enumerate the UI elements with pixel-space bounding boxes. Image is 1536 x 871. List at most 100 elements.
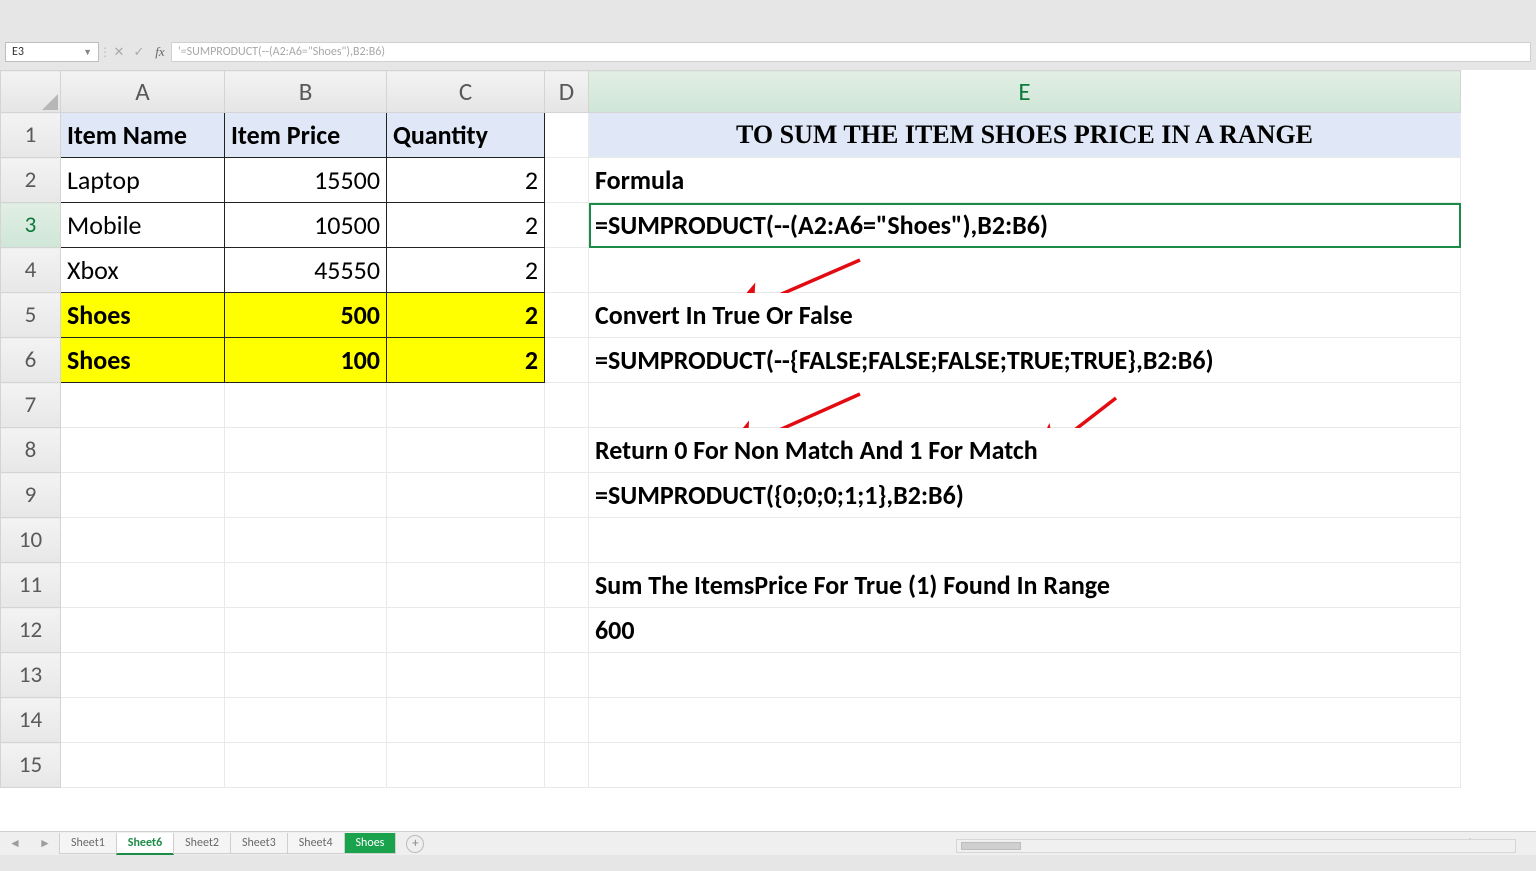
cell-B9[interactable]	[225, 473, 387, 518]
cell-A3[interactable]: Mobile	[61, 203, 225, 248]
cell-E6[interactable]: =SUMPRODUCT(--{FALSE;FALSE;FALSE;TRUE;TR…	[589, 338, 1461, 383]
cell-A12[interactable]	[61, 608, 225, 653]
cell-B5[interactable]: 500	[225, 293, 387, 338]
cell-C4[interactable]: 2	[387, 248, 545, 293]
cell-E11[interactable]: Sum The ItemsPrice For True (1) Found In…	[589, 563, 1461, 608]
new-sheet-icon[interactable]: +	[406, 835, 424, 853]
cell-C1[interactable]: Quantity	[387, 113, 545, 158]
fx-icon[interactable]: fx	[149, 44, 171, 60]
row-header-13[interactable]: 13	[1, 653, 61, 698]
cell-D13[interactable]	[545, 653, 589, 698]
cell-B7[interactable]	[225, 383, 387, 428]
cell-B11[interactable]	[225, 563, 387, 608]
cell-E2[interactable]: Formula	[589, 158, 1461, 203]
name-box-dropdown-icon[interactable]: ▼	[83, 47, 92, 58]
cell-B6[interactable]: 100	[225, 338, 387, 383]
cell-A5[interactable]: Shoes	[61, 293, 225, 338]
cell-C9[interactable]	[387, 473, 545, 518]
cell-D11[interactable]	[545, 563, 589, 608]
cell-E8[interactable]: Return 0 For Non Match And 1 For Match	[589, 428, 1461, 473]
cell-E12[interactable]: 600	[589, 608, 1461, 653]
cell-A11[interactable]	[61, 563, 225, 608]
cell-E3[interactable]: =SUMPRODUCT(--(A2:A6="Shoes"),B2:B6)	[589, 203, 1461, 248]
cell-D9[interactable]	[545, 473, 589, 518]
hscroll-thumb[interactable]	[961, 842, 1021, 850]
tab-sheet3[interactable]: Sheet3	[230, 833, 288, 854]
cell-C14[interactable]	[387, 698, 545, 743]
row-header-4[interactable]: 4	[1, 248, 61, 293]
cell-C7[interactable]	[387, 383, 545, 428]
tab-nav-next-icon[interactable]: ►	[39, 836, 51, 851]
cell-A7[interactable]	[61, 383, 225, 428]
horizontal-scrollbar[interactable]	[956, 839, 1516, 853]
cell-A14[interactable]	[61, 698, 225, 743]
cell-A8[interactable]	[61, 428, 225, 473]
cell-E5[interactable]: Convert In True Or False	[589, 293, 1461, 338]
cell-B15[interactable]	[225, 743, 387, 788]
tab-sheet2[interactable]: Sheet2	[173, 833, 231, 854]
tab-sheet1[interactable]: Sheet1	[59, 833, 117, 854]
cell-D10[interactable]	[545, 518, 589, 563]
cell-D4[interactable]	[545, 248, 589, 293]
cell-C15[interactable]	[387, 743, 545, 788]
cell-D8[interactable]	[545, 428, 589, 473]
cell-B8[interactable]	[225, 428, 387, 473]
select-all-corner[interactable]	[1, 71, 61, 113]
col-header-A[interactable]: A	[61, 71, 225, 113]
row-header-11[interactable]: 11	[1, 563, 61, 608]
cell-A6[interactable]: Shoes	[61, 338, 225, 383]
cell-E1[interactable]: TO SUM THE ITEM SHOES PRICE IN A RANGE	[589, 113, 1461, 158]
col-header-B[interactable]: B	[225, 71, 387, 113]
cancel-icon[interactable]: ✕	[109, 45, 129, 60]
enter-icon[interactable]: ✓	[129, 45, 149, 60]
row-header-6[interactable]: 6	[1, 338, 61, 383]
row-header-1[interactable]: 1	[1, 113, 61, 158]
cell-B3[interactable]: 10500	[225, 203, 387, 248]
row-header-3[interactable]: 3	[1, 203, 61, 248]
cell-B4[interactable]: 45550	[225, 248, 387, 293]
cell-C3[interactable]: 2	[387, 203, 545, 248]
cell-E13[interactable]	[589, 653, 1461, 698]
tab-sheet6[interactable]: Sheet6	[116, 833, 174, 855]
cell-C8[interactable]	[387, 428, 545, 473]
cell-C5[interactable]: 2	[387, 293, 545, 338]
name-box[interactable]: E3 ▼	[5, 42, 99, 62]
cell-E9[interactable]: =SUMPRODUCT({0;0;0;1;1},B2:B6)	[589, 473, 1461, 518]
cell-A13[interactable]	[61, 653, 225, 698]
cell-E10[interactable]	[589, 518, 1461, 563]
cell-B10[interactable]	[225, 518, 387, 563]
row-header-8[interactable]: 8	[1, 428, 61, 473]
row-header-12[interactable]: 12	[1, 608, 61, 653]
cell-E15[interactable]	[589, 743, 1461, 788]
cell-C13[interactable]	[387, 653, 545, 698]
cell-A10[interactable]	[61, 518, 225, 563]
cell-C2[interactable]: 2	[387, 158, 545, 203]
cell-C6[interactable]: 2	[387, 338, 545, 383]
cell-D3[interactable]	[545, 203, 589, 248]
row-header-14[interactable]: 14	[1, 698, 61, 743]
cell-D6[interactable]	[545, 338, 589, 383]
cell-B12[interactable]	[225, 608, 387, 653]
cell-D12[interactable]	[545, 608, 589, 653]
cell-D5[interactable]	[545, 293, 589, 338]
cell-A2[interactable]: Laptop	[61, 158, 225, 203]
cell-D7[interactable]	[545, 383, 589, 428]
tab-sheet4[interactable]: Sheet4	[287, 833, 345, 854]
cell-D2[interactable]	[545, 158, 589, 203]
cell-E4[interactable]	[589, 248, 1461, 293]
cell-A1[interactable]: Item Name	[61, 113, 225, 158]
row-header-9[interactable]: 9	[1, 473, 61, 518]
row-header-7[interactable]: 7	[1, 383, 61, 428]
cell-A15[interactable]	[61, 743, 225, 788]
cell-C10[interactable]	[387, 518, 545, 563]
cell-D15[interactable]	[545, 743, 589, 788]
col-header-E[interactable]: E	[589, 71, 1461, 113]
cell-B1[interactable]: Item Price	[225, 113, 387, 158]
row-header-15[interactable]: 15	[1, 743, 61, 788]
cell-B14[interactable]	[225, 698, 387, 743]
cell-E7[interactable]	[589, 383, 1461, 428]
cell-D14[interactable]	[545, 698, 589, 743]
cell-A9[interactable]	[61, 473, 225, 518]
col-header-D[interactable]: D	[545, 71, 589, 113]
tab-shoes[interactable]: Shoes	[344, 833, 397, 854]
